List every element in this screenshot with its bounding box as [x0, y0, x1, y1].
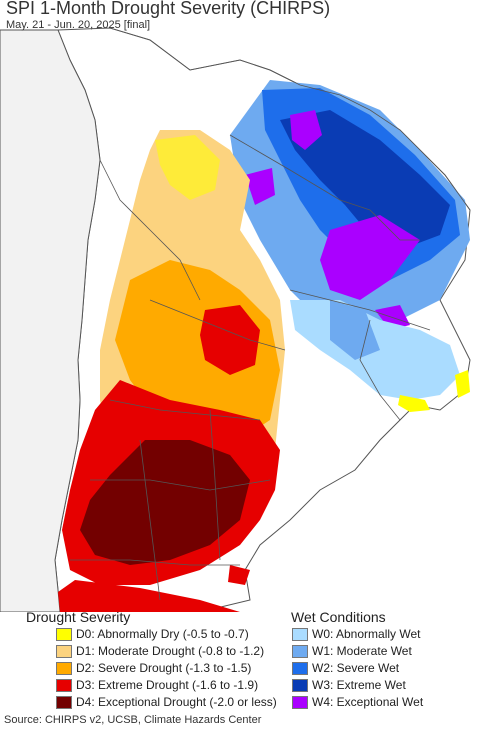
swatch-w4 — [292, 695, 308, 709]
legend-item-w1: W1: Moderate Wet — [292, 643, 412, 659]
legend-item-d0: D0: Abnormally Dry (-0.5 to -0.7) — [56, 626, 249, 642]
legend-label-d0: D0: Abnormally Dry (-0.5 to -0.7) — [76, 627, 249, 641]
swatch-w2 — [292, 661, 308, 675]
legend-label-d2: D2: Severe Drought (-1.3 to -1.5) — [76, 661, 252, 675]
legend-item-d2: D2: Severe Drought (-1.3 to -1.5) — [56, 660, 251, 676]
legend-item-d1: D1: Moderate Drought (-0.8 to -1.2) — [56, 643, 264, 659]
swatch-d0 — [56, 627, 72, 641]
map-subtitle: May. 21 - Jun. 20, 2025 [final] — [6, 19, 151, 31]
swatch-d3 — [56, 678, 72, 692]
legend-label-w3: W3: Extreme Wet — [312, 678, 406, 692]
wet-w4-region-1 — [320, 215, 420, 300]
legend-wet: Wet Conditions W0: Abnormally Wet W1: Mo… — [291, 609, 477, 710]
swatch-w3 — [292, 678, 308, 692]
legend-drought: Drought Severity D0: Abnormally Dry (-0.… — [26, 609, 286, 710]
wet-w3-region — [280, 110, 450, 250]
legend-label-w4: W4: Exceptional Wet — [312, 695, 424, 709]
legend-item-w4: W4: Exceptional Wet — [292, 694, 423, 710]
legend-label-d3: D3: Extreme Drought (-1.6 to -1.9) — [76, 678, 259, 692]
legend-item-w0: W0: Abnormally Wet — [292, 626, 420, 642]
drought-d4-region — [80, 440, 250, 565]
legend-label-d1: D1: Moderate Drought (-0.8 to -1.2) — [76, 644, 265, 658]
legend-label-w0: W0: Abnormally Wet — [312, 627, 421, 641]
swatch-d4 — [56, 695, 72, 709]
drought-d0-region — [155, 135, 220, 200]
wet-w4-region-2 — [290, 110, 322, 150]
swatch-d2 — [56, 661, 72, 675]
legend-drought-heading: Drought Severity — [26, 609, 131, 625]
legend-label-d4: D4: Exceptional Drought (-2.0 or less) — [76, 695, 277, 709]
map-title: SPI 1-Month Drought Severity (CHIRPS) — [6, 0, 331, 18]
legend-label-w2: W2: Severe Wet — [312, 661, 400, 675]
legend-label-w1: W1: Moderate Wet — [312, 644, 412, 658]
drought-d3-core — [200, 305, 260, 375]
legend-item-w2: W2: Severe Wet — [292, 660, 399, 676]
swatch-w1 — [292, 644, 308, 658]
legend-item-d4: D4: Exceptional Drought (-2.0 or less) — [56, 694, 277, 710]
source-footer: Source: CHIRPS v2, UCSB, Climate Hazards… — [4, 714, 262, 726]
legend-wet-heading: Wet Conditions — [291, 609, 386, 625]
drought-map — [0, 27, 471, 612]
legend-item-d3: D3: Extreme Drought (-1.6 to -1.9) — [56, 677, 258, 693]
wet-w4-region-3 — [245, 168, 275, 205]
legend-item-w3: W3: Extreme Wet — [292, 677, 406, 693]
swatch-w0 — [292, 627, 308, 641]
swatch-d1 — [56, 644, 72, 658]
